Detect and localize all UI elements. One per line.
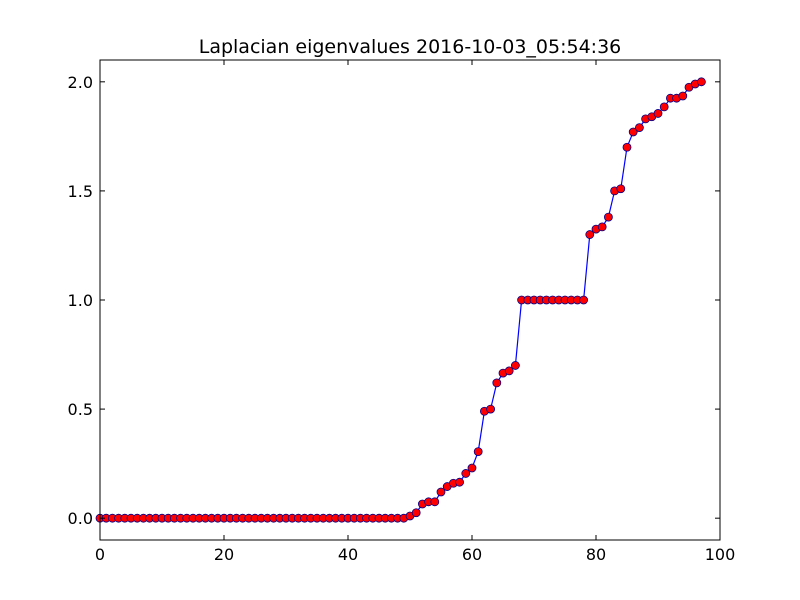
data-point [461, 469, 471, 478]
data-point [697, 77, 706, 87]
x-tick-label: 60 [462, 545, 482, 564]
y-tick-label: 0.0 [68, 509, 93, 528]
data-point [504, 366, 514, 376]
data-point [622, 142, 632, 152]
data-point [604, 212, 613, 222]
y-tick-label: 1.5 [68, 182, 93, 201]
x-tick-label: 0 [95, 545, 105, 564]
y-tick-label: 0.5 [68, 400, 93, 419]
data-point [473, 447, 483, 457]
x-axis: 0 20 40 60 80 100 [95, 60, 735, 564]
data-point [659, 102, 669, 112]
x-tick-label: 40 [338, 545, 358, 564]
series-layer [95, 77, 706, 523]
data-point [492, 378, 502, 388]
data-point [455, 477, 465, 487]
data-point [430, 497, 440, 507]
x-tick-label: 80 [586, 545, 606, 564]
data-point [585, 230, 595, 239]
data-point [486, 404, 496, 414]
data-point [436, 487, 446, 497]
y-tick-label: 2.0 [68, 73, 93, 92]
data-point [511, 361, 520, 370]
y-axis: 0.0 0.5 1.0 1.5 2.0 [68, 73, 720, 528]
data-point [467, 463, 477, 473]
data-point [628, 127, 638, 137]
data-point [635, 123, 644, 133]
data-point [411, 508, 421, 518]
data-point [579, 295, 588, 305]
data-point [653, 109, 663, 118]
data-point [597, 222, 607, 232]
data-point [616, 184, 626, 194]
chart-title: Laplacian eigenvalues 2016-10-03_05:54:3… [199, 36, 622, 58]
y-tick-label: 1.0 [68, 291, 93, 310]
x-tick-label: 20 [214, 545, 234, 564]
x-tick-label: 100 [705, 545, 736, 564]
data-point [678, 91, 688, 101]
